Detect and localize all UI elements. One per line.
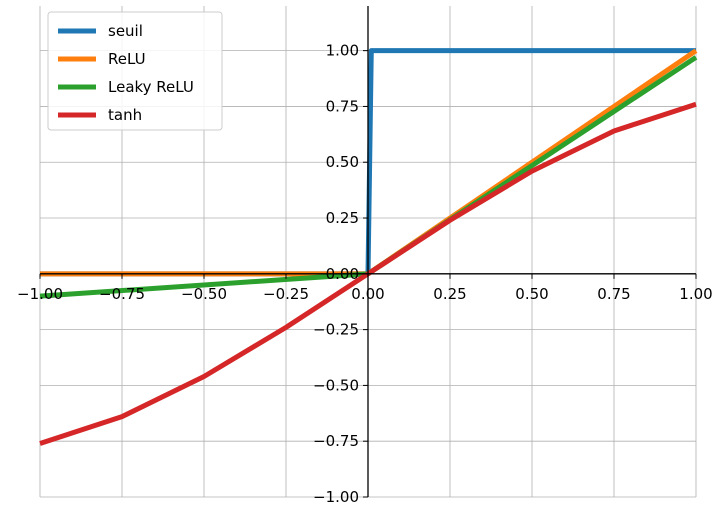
x-tick-label: 0.25 [433,285,466,303]
y-tick-label: 1.00 [326,42,359,60]
x-tick-label: 0.50 [515,285,548,303]
y-tick-label: 0.75 [326,97,359,115]
x-tick-label: 0.00 [351,285,384,303]
x-tick-label: −1.00 [17,285,63,303]
tick-labels: −1.00 −0.75 −0.50 −0.25 0.00 0.25 0.50 0.75 1.00… [17,42,713,505]
legend: seuil ReLU Leaky ReLU tanh [47,11,223,131]
y-tick-label: −1.00 [313,488,359,505]
x-tick-label: −0.75 [99,285,145,303]
y-tick-label: −0.25 [313,321,359,339]
y-tick-label: −0.50 [313,376,359,394]
y-tick-label: 0.50 [326,153,359,171]
x-tick-label: 0.75 [597,285,630,303]
y-tick-label: −0.75 [313,432,359,450]
legend-label: ReLU [108,50,146,68]
y-tick-label: 0.00 [326,265,359,283]
x-tick-label: −0.25 [263,285,309,303]
x-tick-label: 1.00 [679,285,712,303]
legend-label: seuil [108,22,143,40]
x-tick-label: −0.50 [181,285,227,303]
y-tick-label: 0.25 [326,209,359,227]
legend-box [47,11,223,131]
legend-label: tanh [108,106,142,124]
legend-label: Leaky ReLU [108,78,194,96]
